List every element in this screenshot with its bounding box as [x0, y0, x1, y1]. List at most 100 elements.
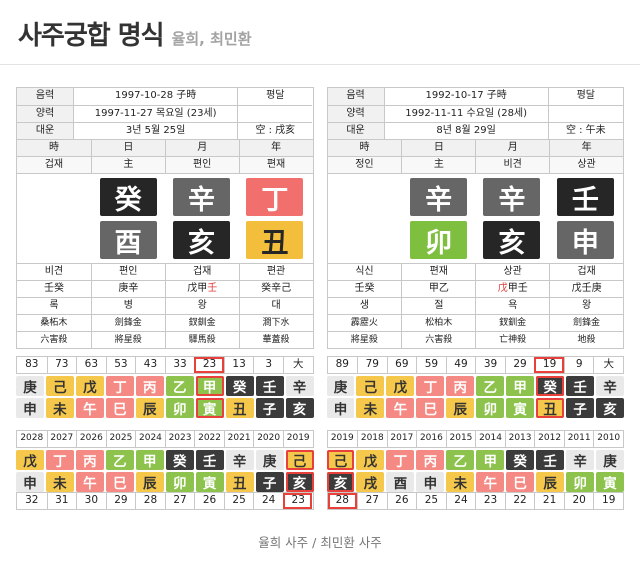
seun-stem-tile: 庚	[255, 450, 284, 470]
seun-year-cell: 2020	[253, 431, 283, 447]
seun-stems-row: 戊丁丙乙甲癸壬辛庚己	[16, 450, 314, 470]
daeun-age-cell: 大	[593, 357, 623, 373]
seun-stem-tile: 庚	[596, 450, 624, 470]
hidden-stem: 甲	[197, 283, 208, 294]
daeun-age-cell: 19	[534, 357, 564, 373]
info-label: 음력	[17, 88, 74, 105]
napeum-cell: 釵釧金	[164, 314, 239, 331]
seun-year-cell: 2015	[445, 431, 476, 447]
daeun-age-cell: 大	[282, 357, 313, 373]
stage-cell: 절	[401, 297, 476, 314]
info-value: 8년 8월 29일	[383, 122, 548, 139]
daeun-age-cell: 29	[504, 357, 535, 373]
saju-chart-left: 음력 1997-10-28 子時 평달 양력 1997-11-27 목요일 (23세) 대…	[16, 87, 314, 510]
seun-stem-tile: 壬	[536, 450, 565, 470]
stem-cell	[20, 178, 89, 216]
info-row: 양력 1992-11-11 수요일 (28세)	[327, 105, 624, 122]
hidden-stem: 辛	[128, 283, 139, 294]
seun-branch-tile: 寅	[596, 472, 624, 492]
hidden-stem: 壬	[43, 283, 54, 294]
info-row: 음력 1997-10-28 子時 평달	[17, 88, 313, 105]
seun-branch-tile: 辰	[135, 472, 164, 492]
hidden-stems-cell: 戊壬庚	[549, 280, 623, 297]
hidden-stem: 庚	[118, 283, 129, 294]
stem-tile: 辛	[410, 178, 468, 216]
ten-god-label: 편인	[164, 156, 239, 173]
daeun-stem-tile: 癸	[536, 376, 565, 396]
pillar-header: 時	[327, 139, 402, 156]
seun-stems-row: 己戊丁丙乙甲癸壬辛庚	[326, 450, 624, 470]
info-extra: 空 : 午未	[547, 122, 623, 139]
seun-age-cell: 29	[105, 493, 136, 509]
sinsal-cell: 將星殺	[90, 331, 165, 348]
saju-chart-right: 음력 1992-10-17 子時 평달 양력 1992-11-11 수요일 (28세) 대…	[326, 87, 624, 510]
hidden-stem: 壬	[354, 283, 365, 294]
daeun-age-cell: 9	[563, 357, 594, 373]
seun-age-cell: 24	[445, 493, 476, 509]
branch-tile: 卯	[410, 221, 468, 259]
ten-god-label: 정인	[327, 156, 402, 173]
seun-branch-tile: 未	[446, 472, 475, 492]
daeun-branch-tile: 未	[45, 398, 74, 418]
seun-year-cell: 2025	[105, 431, 136, 447]
seun-age-cell: 24	[253, 493, 283, 509]
sinsal-cell: 將星殺	[327, 331, 402, 348]
seun-branch-tile: 丑	[225, 472, 254, 492]
hidden-stems-cell: 癸辛己	[238, 280, 313, 297]
daeun-branch-tile: 亥	[285, 398, 314, 418]
stage-cell: 대	[238, 297, 313, 314]
seun-stem-tile: 戊	[356, 450, 385, 470]
daeun-age-cell: 69	[386, 357, 417, 373]
branch-tile: 申	[556, 221, 614, 259]
seun-branch-tile: 卯	[566, 472, 595, 492]
branch-ten-god: 편인	[90, 263, 165, 280]
seun-branch-tile: 亥	[285, 472, 314, 492]
seun-age-cell: 31	[46, 493, 77, 509]
page-header: 사주궁합 명식 율희, 최민환	[0, 0, 640, 65]
pillar-header: 時	[17, 139, 91, 156]
seun-age-cell: 25	[223, 493, 254, 509]
daeun-section: 89 79 69 59 49 39 29 19 9 大庚己戊丁丙乙甲癸壬辛申未午巳辰卯寅丑子亥	[326, 356, 624, 418]
page-subtitle: 율희, 최민환	[171, 30, 252, 48]
sinsal-cell: 六害殺	[17, 331, 91, 348]
seun-year-cell: 2011	[563, 431, 594, 447]
seun-branch-tile: 巳	[105, 472, 134, 492]
daeun-stem-tile: 丙	[135, 376, 164, 396]
branch-cell: 酉	[93, 221, 162, 259]
daeun-stem-tile: 戊	[386, 376, 415, 396]
branch-tile: 亥	[483, 221, 541, 259]
seun-stem-tile: 壬	[195, 450, 224, 470]
napeum-cell: 釵釧金	[475, 314, 550, 331]
info-value: 1992-11-11 수요일 (28세)	[383, 105, 548, 122]
seun-stem-tile: 甲	[135, 450, 164, 470]
seun-ages-row: 28 27 26 25 24 23 22 21 20 19	[326, 492, 624, 510]
pillar-header: 日	[90, 139, 165, 156]
seun-age-cell: 30	[76, 493, 106, 509]
branch-tile: 亥	[172, 221, 230, 259]
stem-cell	[331, 178, 400, 216]
stem-cell: 丁	[240, 178, 309, 216]
sinsal-cell: 地殺	[549, 331, 623, 348]
seun-branch-tile: 申	[16, 472, 44, 492]
stem-cell: 辛	[404, 178, 473, 216]
daeun-age-cell: 49	[445, 357, 476, 373]
branch-cell	[331, 221, 400, 259]
branch-cell: 卯	[404, 221, 473, 259]
daeun-stem-tile: 辛	[596, 376, 624, 396]
saju-charts-container: 음력 1997-10-28 子時 평달 양력 1997-11-27 목요일 (23세) 대…	[0, 65, 640, 510]
daeun-branch-tile: 辰	[446, 398, 475, 418]
seun-stem-tile: 辛	[566, 450, 595, 470]
ten-god-label: 主	[90, 156, 165, 173]
info-value: 1992-10-17 子時	[383, 88, 548, 105]
seun-branches-row: 申未午巳辰卯寅丑子亥	[16, 472, 314, 492]
sinsal-row: 六害殺 將星殺 驛馬殺 華蓋殺	[17, 331, 313, 348]
hidden-stems-cell: 戊甲壬	[475, 280, 550, 297]
daeun-age-cell: 79	[357, 357, 387, 373]
seun-section: 2028 2027 2026 2025 2024 2023 2022 2021 2020 2019…	[16, 430, 314, 510]
daeun-age-cell: 23	[194, 357, 224, 373]
stem-cell: 辛	[477, 178, 546, 216]
stem-cell: 癸	[93, 178, 162, 216]
hidden-stem: 己	[281, 283, 292, 294]
seun-stem-tile: 乙	[105, 450, 134, 470]
seun-stem-tile: 丁	[45, 450, 74, 470]
